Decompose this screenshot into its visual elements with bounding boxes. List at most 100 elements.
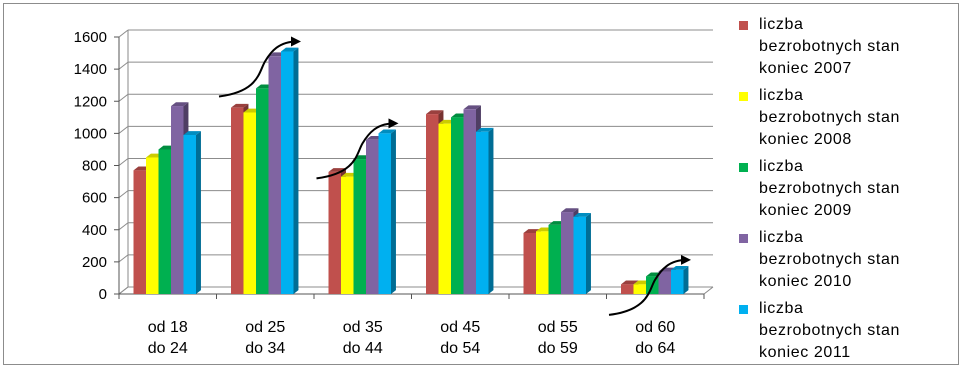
bar-top: [561, 208, 579, 213]
gridline-side: [118, 61, 129, 70]
floor-right-edge: [703, 286, 714, 295]
legend-label: liczba bezrobotnych stan koniec 2010: [759, 229, 900, 290]
y-tick-label: 200: [82, 254, 107, 271]
y-tick-label: 400: [82, 222, 107, 239]
gridlines: [114, 29, 713, 295]
bar: [281, 47, 299, 295]
bar-front: [561, 212, 574, 294]
bar-front: [621, 284, 634, 294]
legend-item: liczba bezrobotnych stan koniec 2009: [739, 158, 900, 219]
bar-side: [293, 47, 299, 295]
legend-label: liczba bezrobotnych stan koniec 2009: [759, 158, 900, 219]
bar-side: [488, 127, 494, 294]
legend-swatch: [739, 21, 748, 30]
bar-front: [243, 112, 256, 295]
bar-front: [353, 159, 366, 294]
bar-top: [621, 280, 639, 285]
trend-arrow: [218, 36, 301, 98]
legend-item: liczba bezrobotnych stan koniec 2008: [739, 87, 900, 148]
bar-top: [231, 103, 249, 108]
bar-top: [426, 110, 444, 115]
gridline-side: [118, 190, 129, 199]
bar-top: [573, 213, 591, 217]
bar: [378, 129, 396, 294]
y-tick-label: 1600: [74, 29, 107, 46]
y-tick-label: 600: [82, 190, 107, 207]
bar-front: [158, 149, 171, 294]
bar-side: [586, 213, 591, 294]
gridline-side: [118, 93, 129, 102]
legend-label: liczba bezrobotnych stan koniec 2008: [759, 87, 900, 148]
bar-front: [633, 284, 646, 294]
bar-chart: 0 200 400 600 800 1000 1200 1400 1600 od 18 do 24 o…: [74, 16, 900, 361]
legend: liczba bezrobotnych stan koniec 2007 liczba…: [739, 16, 900, 361]
bar: [573, 213, 591, 294]
bar-side: [391, 129, 396, 294]
y-tick-label: 0: [99, 286, 107, 303]
bar-side: [683, 266, 689, 294]
bar-side: [196, 131, 201, 294]
legend-swatch: [739, 305, 748, 314]
bar-front: [341, 176, 354, 294]
bar-front: [256, 88, 269, 295]
bar-front: [378, 133, 391, 294]
gridline-side: [118, 222, 129, 231]
legend-item: liczba bezrobotnych stan koniec 2010: [739, 229, 900, 290]
bars: [133, 47, 689, 295]
y-tick-label: 1200: [74, 93, 107, 110]
bar-front: [573, 216, 586, 294]
bar-top: [183, 131, 201, 135]
bar-front: [536, 231, 549, 294]
bar: [671, 266, 689, 294]
chart-frame: 0 200 400 600 800 1000 1200 1400 1600 od 18 do 24 o…: [3, 3, 959, 365]
x-tick-label: od 45 do 54: [440, 319, 480, 357]
bar-front: [133, 170, 146, 294]
bar-top: [476, 127, 494, 132]
legend-swatch: [739, 163, 748, 172]
legend-label: liczba bezrobotnych stan koniec 2007: [759, 16, 900, 77]
bar: [476, 127, 494, 294]
legend-label: liczba bezrobotnych stan koniec 2011: [759, 300, 900, 361]
bar-front: [451, 117, 464, 294]
bar-front: [671, 269, 684, 294]
legend-swatch: [739, 234, 748, 243]
bar-front: [476, 131, 489, 294]
legend-item: liczba bezrobotnych stan koniec 2011: [739, 300, 900, 361]
bar-front: [328, 171, 341, 294]
gridline-side: [118, 254, 129, 263]
x-tick-label: od 35 do 44: [343, 319, 383, 357]
x-tick-label: od 60 do 64: [635, 319, 675, 357]
x-tick-label: od 18 do 24: [148, 319, 188, 357]
bar-front: [463, 109, 476, 294]
legend-swatch: [739, 92, 748, 101]
bar-front: [171, 106, 184, 294]
bar-front: [268, 56, 281, 295]
x-tick-label: od 55 do 59: [538, 319, 578, 357]
gridline-side: [118, 286, 129, 295]
bar-top: [378, 129, 396, 134]
bar-front: [281, 51, 294, 294]
gridline-side: [118, 125, 129, 134]
bar-front: [231, 107, 244, 294]
bar-front: [523, 232, 536, 294]
gridline-side: [118, 29, 129, 38]
bar-top: [171, 102, 189, 107]
trend-arrow: [316, 118, 399, 180]
bar-front: [146, 157, 159, 294]
y-tick-label: 1400: [74, 61, 107, 78]
bar-front: [438, 123, 451, 294]
bar: [183, 131, 201, 294]
bar-top: [671, 266, 689, 270]
bar-front: [658, 271, 671, 294]
gridline-side: [118, 158, 129, 166]
bar-top: [281, 47, 299, 52]
y-tick-label: 1000: [74, 125, 107, 142]
bar-top: [463, 105, 481, 110]
bar-front: [366, 139, 379, 294]
bar-front: [183, 134, 196, 294]
legend-item: liczba bezrobotnych stan koniec 2007: [739, 16, 900, 77]
y-tick-label: 800: [82, 158, 107, 175]
x-tick-label: od 25 do 34: [245, 319, 285, 357]
bar-front: [426, 114, 439, 294]
trend-arrow: [608, 254, 691, 316]
